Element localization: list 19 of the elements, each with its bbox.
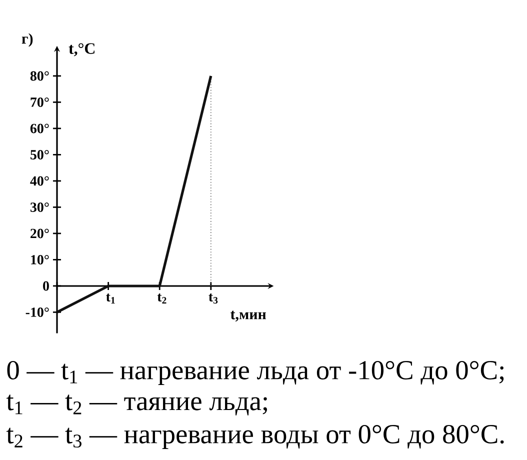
y-tick-label: 40° bbox=[30, 176, 49, 186]
y-tick-label: 80° bbox=[30, 71, 49, 81]
y-tick-label: 20° bbox=[30, 228, 49, 238]
y-axis-title: t,°C bbox=[68, 43, 94, 56]
text: 0 — t$_{1}$ — нагревание льда от -10°C до 0°C; bbox=[7, 360, 504, 386]
y-tick-label: 0 bbox=[43, 281, 49, 291]
text: t$_{2}$ — t$_{3}$ — нагревание воды от 0°C до 80°C. bbox=[6, 424, 504, 450]
y-tick-label: 70° bbox=[30, 98, 49, 107]
x-tick-label: t$_{2}$ bbox=[157, 293, 166, 304]
x-tick-label: t$_{1}$ bbox=[106, 293, 115, 304]
y-tick-label: 50° bbox=[30, 150, 49, 160]
text: t$_{1}$ — t$_{2}$ — таяние льда; bbox=[6, 394, 267, 416]
y-tick-label: 10° bbox=[31, 255, 49, 264]
text: г) bbox=[22, 33, 33, 47]
y-tick-label: 30° bbox=[30, 202, 49, 212]
x-tick-label: t$_{3}$ bbox=[208, 293, 218, 304]
x-axis-title: t,мин bbox=[230, 310, 266, 322]
y-tick-label: 60° bbox=[30, 124, 49, 134]
y-tick-label: -10° bbox=[26, 308, 49, 317]
